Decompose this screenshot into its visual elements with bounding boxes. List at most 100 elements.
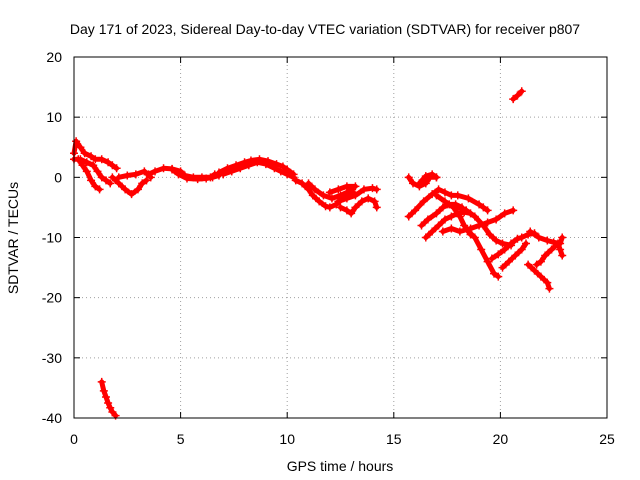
y-tick-label: -10 [42, 230, 62, 246]
data-point [500, 245, 509, 254]
data-point [464, 194, 473, 203]
data-point [434, 185, 443, 194]
data-point [72, 137, 81, 146]
data-point [91, 182, 100, 191]
data-point [440, 215, 449, 224]
series-track [327, 183, 358, 195]
data-point [477, 245, 486, 254]
series-track-28 [532, 239, 567, 269]
data-point [534, 233, 543, 242]
data-point [536, 257, 545, 266]
data-point [511, 251, 520, 260]
data-point [80, 149, 89, 158]
data-point [438, 203, 447, 212]
data-point [104, 158, 113, 167]
data-point [494, 250, 503, 259]
data-point [517, 87, 526, 96]
data-point [530, 266, 539, 275]
data-point [372, 185, 381, 194]
data-point [558, 251, 567, 260]
data-point [556, 245, 565, 254]
grid [74, 57, 607, 418]
data-point [336, 203, 345, 212]
x-tick-label: 5 [177, 431, 185, 447]
data-point [342, 182, 351, 191]
data-point [114, 173, 123, 182]
data-point [483, 218, 492, 227]
data-point [253, 158, 262, 167]
data-point [304, 179, 313, 188]
series-track-10 [219, 158, 298, 182]
series-track-29 [524, 260, 554, 293]
x-axis-label: GPS time / hours [287, 458, 394, 474]
data-point [270, 164, 279, 173]
data-point [112, 164, 121, 173]
data-point [142, 176, 151, 185]
data-point [144, 170, 153, 179]
data-point [168, 165, 177, 174]
data-point [342, 206, 351, 215]
data-point [127, 190, 136, 199]
data-point [370, 197, 379, 206]
data-point [325, 188, 334, 197]
x-tick-label: 10 [279, 431, 295, 447]
y-tick-label: 0 [54, 169, 62, 185]
data-point [428, 170, 437, 179]
data-point [327, 194, 336, 203]
data-point [182, 174, 191, 183]
data-point [97, 155, 106, 164]
data-point [553, 239, 562, 248]
data-point [453, 191, 462, 200]
data-point [415, 179, 424, 188]
data-point [470, 233, 479, 242]
y-tick-label: 20 [46, 49, 62, 65]
data-point [174, 170, 183, 179]
data-point [219, 170, 228, 179]
data-point [123, 171, 132, 180]
data-point [432, 173, 441, 182]
data-point [521, 239, 530, 248]
series-track-18 [404, 185, 492, 221]
data-point [76, 143, 85, 152]
data-point [543, 236, 552, 245]
data-point [106, 179, 115, 188]
data-point [89, 161, 98, 170]
x-tick-label: 25 [599, 431, 615, 447]
series-track [433, 192, 474, 237]
data-point [417, 221, 426, 230]
data-point [138, 179, 147, 188]
data-point [492, 215, 501, 224]
data-point [372, 203, 381, 212]
series-track-30 [509, 87, 526, 104]
data-point [487, 254, 496, 263]
series-track-24 [438, 206, 518, 236]
data-point [543, 278, 552, 287]
data-point [462, 206, 471, 215]
chart-title: Day 171 of 2023, Sidereal Day-to-day VTE… [70, 21, 580, 37]
y-tick-label: -20 [42, 290, 62, 306]
data-point [93, 167, 102, 176]
data-point [97, 173, 106, 182]
series-track-3 [76, 155, 115, 188]
data-point [334, 197, 343, 206]
data-point [261, 160, 270, 169]
data-point [438, 227, 447, 236]
data-point [87, 152, 96, 161]
data-point [404, 212, 413, 221]
data-point [421, 233, 430, 242]
data-point [483, 206, 492, 215]
data-point [524, 260, 533, 269]
data-point [101, 392, 110, 401]
data-point [498, 239, 507, 248]
data-point [101, 176, 110, 185]
data-point [227, 167, 236, 176]
data-point [140, 167, 149, 176]
data-point [541, 251, 550, 260]
data-point [434, 221, 443, 230]
data-point [351, 182, 360, 191]
data-point [151, 167, 160, 176]
y-tick-label: 10 [46, 109, 62, 125]
data-point [504, 257, 513, 266]
data-point [315, 197, 324, 206]
series-track-19 [421, 208, 475, 242]
